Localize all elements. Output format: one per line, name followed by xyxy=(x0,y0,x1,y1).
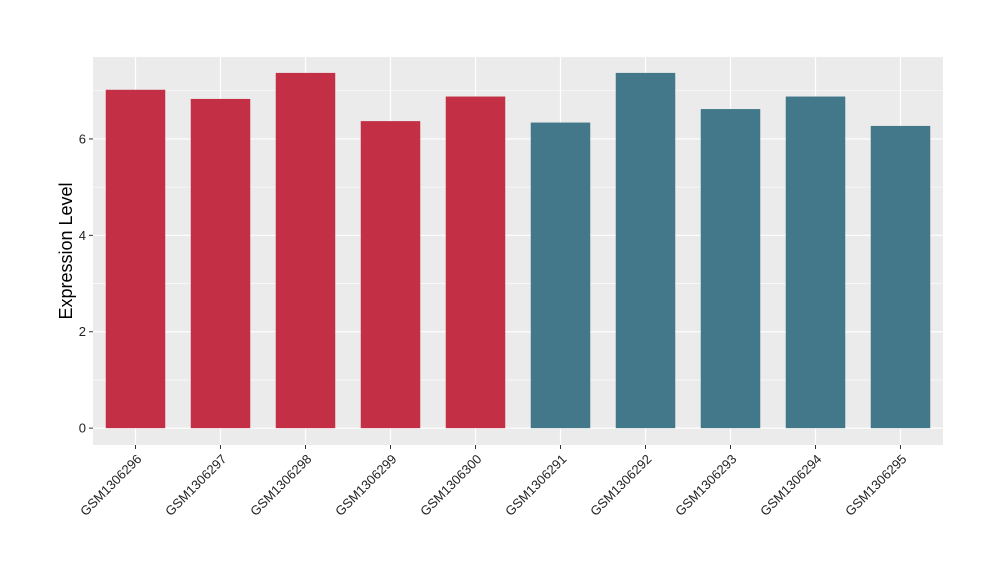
bar-GSM1306294 xyxy=(785,96,846,429)
x-axis-ticks: GSM1306296 GSM1306297 GSM1306298 GSM1306299… xyxy=(77,445,909,519)
bar-GSM1306292 xyxy=(615,72,676,429)
y-tick-label: 4 xyxy=(79,228,86,243)
x-tick-label: GSM1306292 xyxy=(587,451,654,518)
bar-GSM1306291 xyxy=(530,122,591,429)
bar-GSM1306299 xyxy=(360,121,421,429)
y-tick-label: 6 xyxy=(79,131,86,146)
x-tick-label: GSM1306296 xyxy=(77,451,144,518)
x-tick-label: GSM1306291 xyxy=(502,451,569,518)
x-tick-label: GSM1306295 xyxy=(842,451,909,518)
bars xyxy=(105,72,931,429)
bar-GSM1306298 xyxy=(275,72,336,429)
bar-GSM1306296 xyxy=(105,89,166,429)
bar-GSM1306295 xyxy=(870,125,931,429)
x-tick-label: GSM1306293 xyxy=(672,451,739,518)
bar-GSM1306300 xyxy=(445,96,506,429)
bar-GSM1306293 xyxy=(700,109,761,429)
x-tick-label: GSM1306298 xyxy=(247,451,314,518)
x-tick-label: GSM1306294 xyxy=(757,451,824,518)
y-axis-ticks: 0 2 4 6 xyxy=(79,131,93,436)
x-tick-label: GSM1306300 xyxy=(417,451,484,518)
y-axis-title: Expression Level xyxy=(56,182,76,319)
x-tick-label: GSM1306299 xyxy=(332,451,399,518)
bar-GSM1306297 xyxy=(190,98,251,429)
y-tick-label: 0 xyxy=(79,421,86,436)
y-tick-label: 2 xyxy=(79,324,86,339)
x-tick-label: GSM1306297 xyxy=(162,451,229,518)
